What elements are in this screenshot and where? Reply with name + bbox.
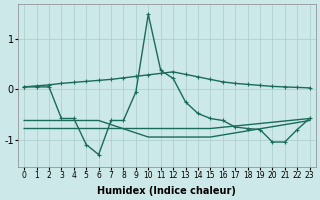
X-axis label: Humidex (Indice chaleur): Humidex (Indice chaleur) xyxy=(98,186,236,196)
